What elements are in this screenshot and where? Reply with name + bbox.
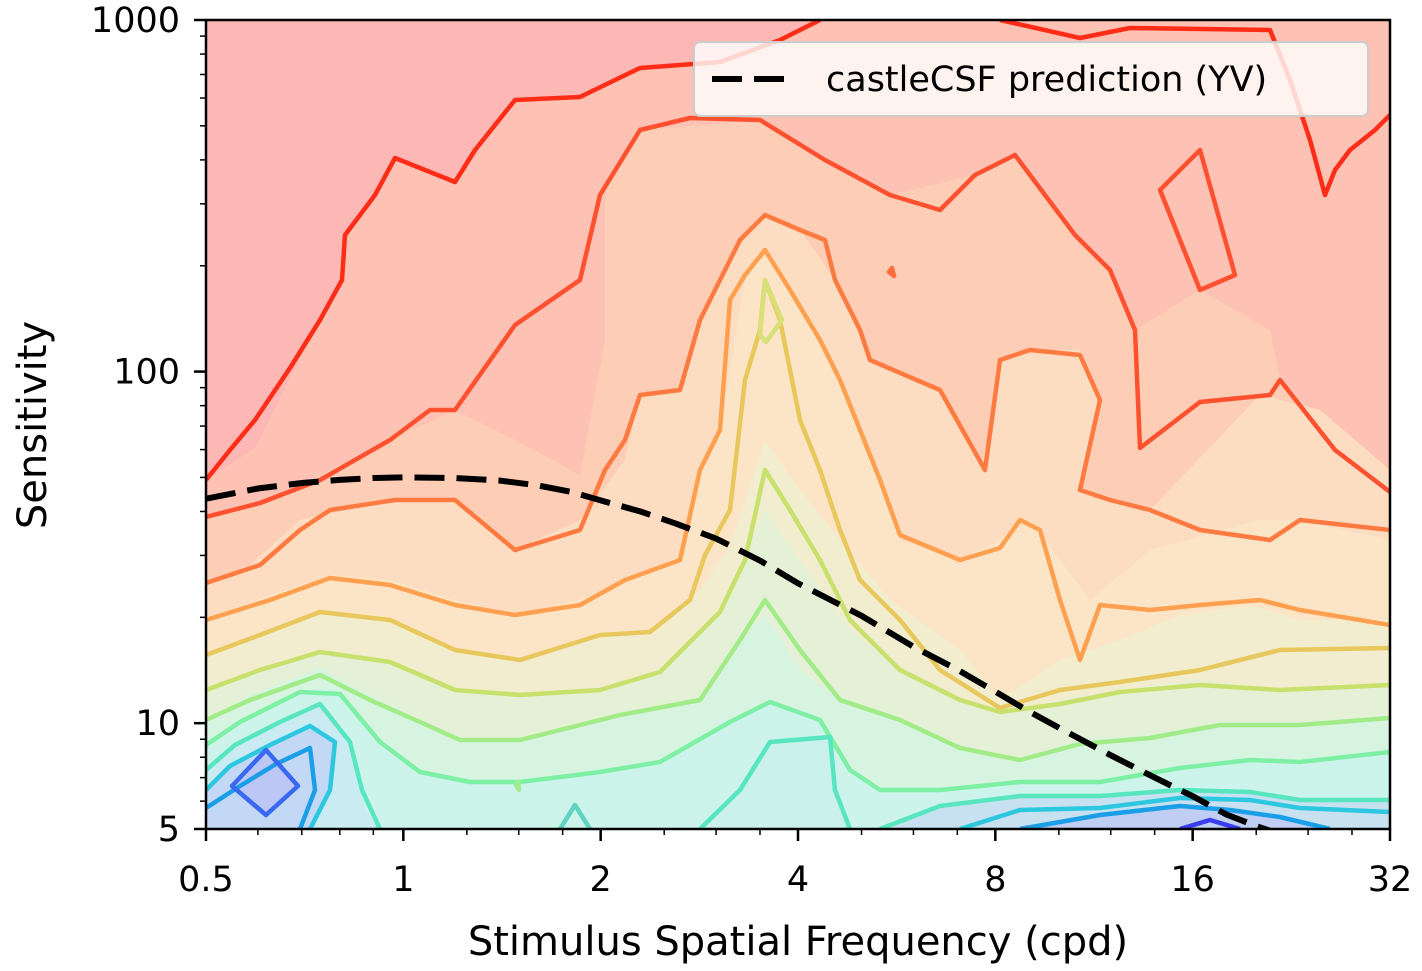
contour-line-6 bbox=[206, 247, 1390, 663]
contour-line-20 bbox=[558, 802, 592, 829]
x-axis-title: Stimulus Spatial Frequency (cpd) bbox=[468, 919, 1128, 965]
contour-line-12 bbox=[698, 734, 853, 829]
x-tick-label: 32 bbox=[1368, 860, 1413, 900]
y-axis: 5 10 100 1000 bbox=[91, 1, 206, 850]
x-axis: 0.5 1 2 4 8 16 32 bbox=[178, 829, 1412, 900]
x-tick-label: 1 bbox=[392, 860, 414, 900]
legend-box bbox=[693, 41, 1369, 117]
contour-band-13 bbox=[1020, 805, 1330, 829]
contour-line-19 bbox=[1179, 817, 1241, 829]
prediction-curve-line bbox=[206, 474, 1275, 829]
y-tick-label: 10 bbox=[135, 704, 180, 744]
contour-line-4 bbox=[1157, 147, 1238, 293]
contour-line-22 bbox=[886, 265, 897, 279]
contour-line-15 bbox=[959, 795, 1390, 829]
y-tick-label: 100 bbox=[113, 353, 180, 393]
contour-line-21 bbox=[757, 277, 785, 345]
contour-line-9 bbox=[206, 597, 1390, 763]
contour-lines bbox=[206, 20, 1390, 829]
contour-line-13 bbox=[879, 787, 1390, 829]
x-tick-label: 4 bbox=[787, 860, 809, 900]
plot-area bbox=[206, 20, 1390, 829]
x-tick-label: 8 bbox=[984, 860, 1006, 900]
x-tick-label: 0.5 bbox=[178, 860, 234, 900]
contour-line-18 bbox=[229, 747, 301, 818]
contour-line-2 bbox=[999, 20, 1390, 198]
contour-line-23 bbox=[513, 779, 522, 793]
legend-label: castleCSF prediction (YV) bbox=[826, 60, 1267, 100]
x-tick-label: 2 bbox=[590, 860, 612, 900]
y-axis-title: Sensitivity bbox=[10, 321, 56, 529]
contour-line-3 bbox=[206, 115, 1390, 520]
contour-line-17 bbox=[1019, 803, 1331, 829]
contour-line-8 bbox=[206, 467, 1390, 715]
contour-line-11 bbox=[206, 701, 383, 829]
contour-line-10 bbox=[206, 689, 1390, 793]
y-tick-label: 5 bbox=[158, 810, 180, 850]
x-tick-label: 16 bbox=[1170, 860, 1215, 900]
contour-line-1 bbox=[206, 20, 822, 482]
legend: castleCSF prediction (YV) bbox=[693, 41, 1369, 117]
contour-line-5 bbox=[206, 212, 1390, 586]
contour-band-14 bbox=[700, 735, 850, 829]
contour-line-14 bbox=[206, 723, 338, 829]
y-tick-label: 1000 bbox=[91, 1, 180, 41]
